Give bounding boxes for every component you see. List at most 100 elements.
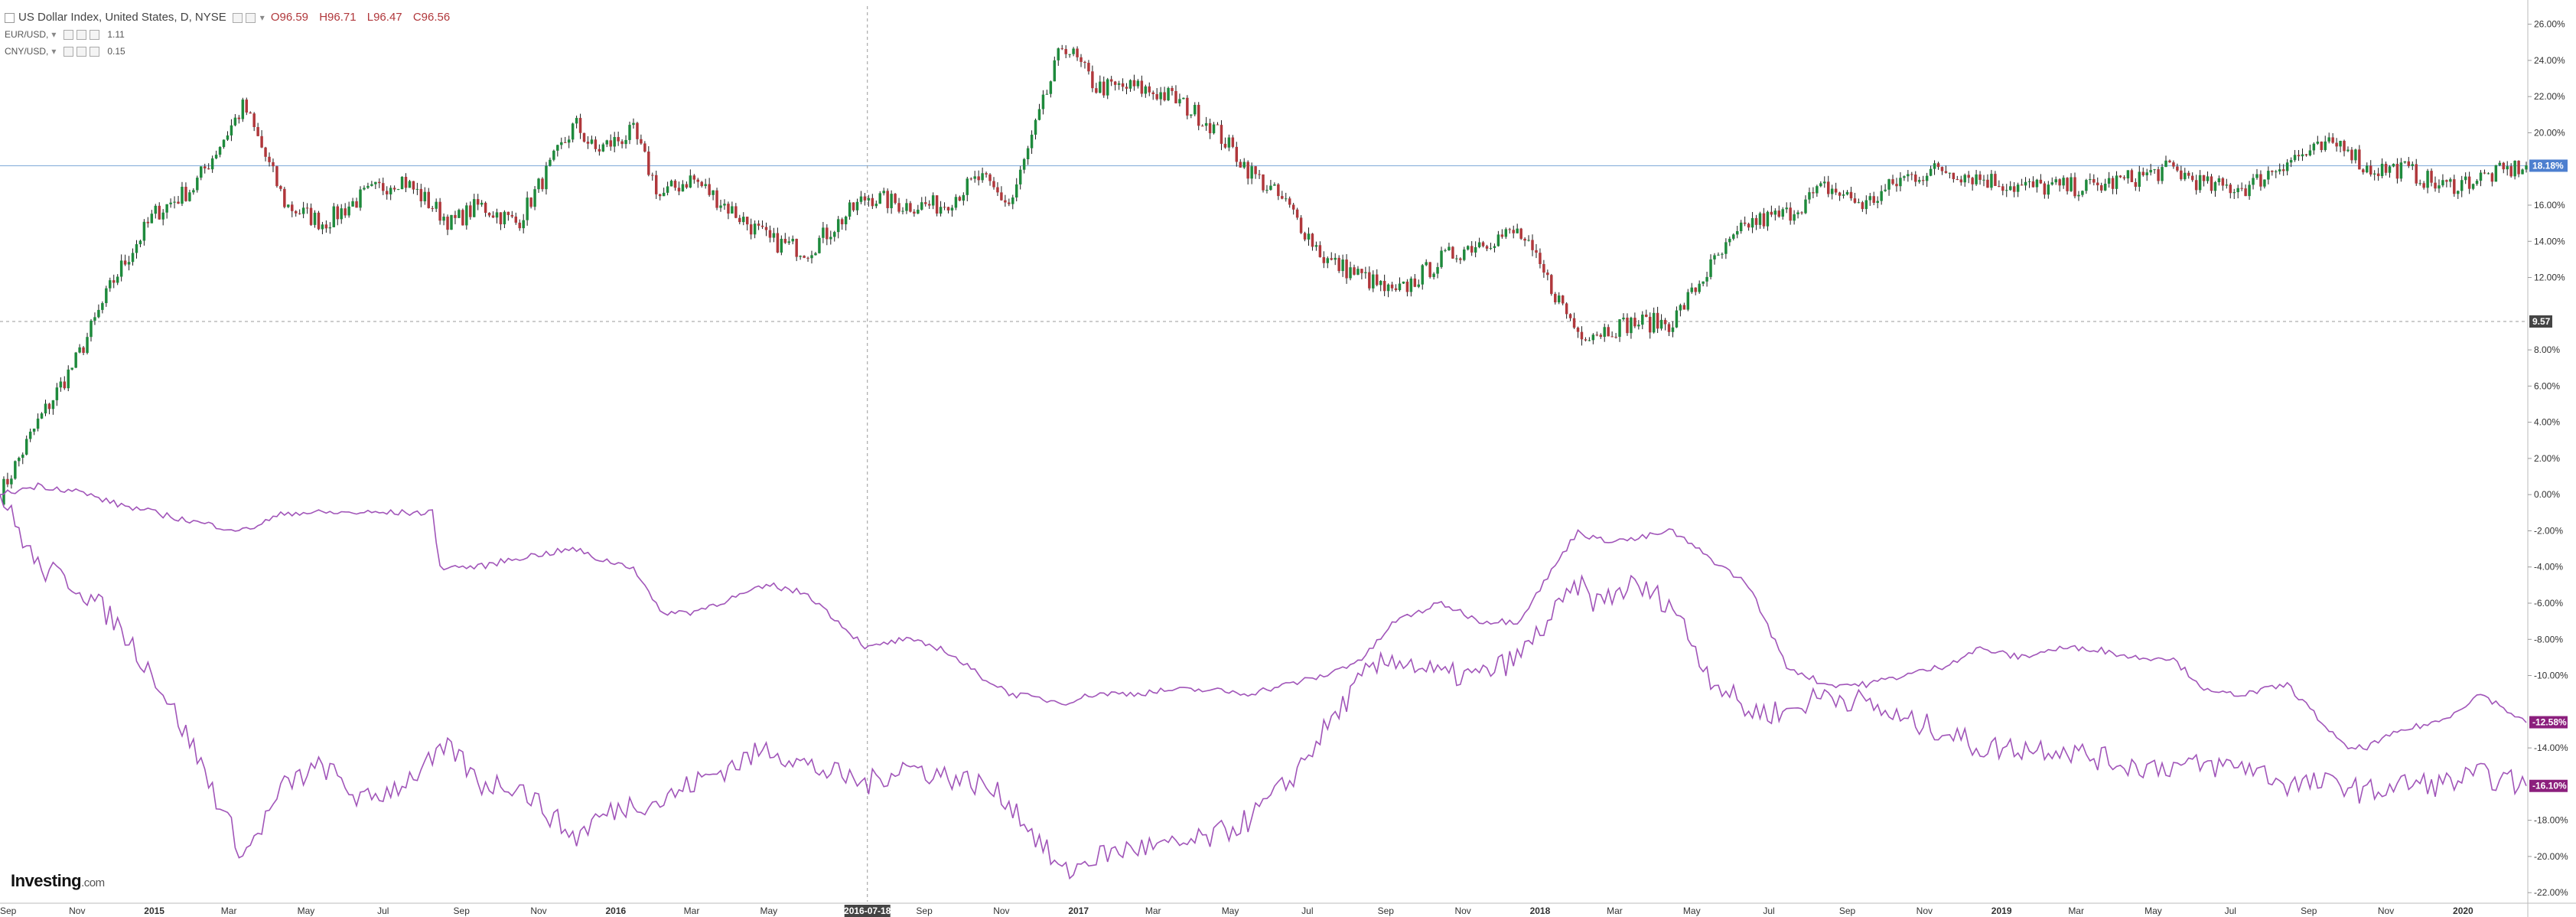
candle xyxy=(685,184,689,188)
legend-compare-value: 0.15 xyxy=(107,46,125,57)
settings-icon[interactable] xyxy=(64,29,74,40)
candle xyxy=(2483,172,2486,174)
candle xyxy=(67,369,70,389)
hide-icon[interactable] xyxy=(77,46,87,57)
candle xyxy=(833,232,836,237)
crosshair-date-tag xyxy=(844,905,891,917)
chevron-down-icon[interactable]: ▾ xyxy=(259,12,265,23)
candle xyxy=(859,196,863,202)
candle xyxy=(624,139,627,145)
candle xyxy=(241,100,245,119)
candle xyxy=(1531,240,1534,250)
legend-compare-name[interactable]: EUR/USD, xyxy=(5,29,49,40)
candle xyxy=(2358,149,2361,170)
candle xyxy=(131,253,135,263)
candle xyxy=(309,207,313,225)
candle xyxy=(207,168,210,170)
settings-icon[interactable] xyxy=(232,12,243,23)
candle xyxy=(549,159,552,166)
candle xyxy=(1436,266,1439,274)
candle xyxy=(605,140,609,145)
candle xyxy=(2050,182,2053,185)
candle xyxy=(1068,54,1071,55)
x-tick-label: Sep xyxy=(454,906,471,916)
candle xyxy=(1018,169,1022,184)
candle xyxy=(1151,92,1154,95)
candle xyxy=(1417,284,1421,287)
candle xyxy=(2099,185,2103,191)
close-icon[interactable] xyxy=(90,29,100,40)
candle xyxy=(2134,181,2138,188)
candle xyxy=(2521,169,2524,175)
candle xyxy=(2395,164,2399,179)
hide-icon[interactable] xyxy=(245,12,256,23)
candle xyxy=(2184,172,2187,180)
candle xyxy=(855,201,859,210)
last-value-label: -12.58% xyxy=(2532,717,2567,728)
x-tick-label: 2017 xyxy=(1068,906,1089,916)
candle xyxy=(1372,274,1375,289)
candle xyxy=(1512,230,1515,233)
candle xyxy=(256,127,259,136)
legend-compare-row[interactable]: CNY/USD, ▾ 0.15 xyxy=(5,43,458,60)
candle xyxy=(1409,278,1413,292)
x-tick-label: Jul xyxy=(1301,906,1313,916)
y-tick-label: -8.00% xyxy=(2534,634,2563,645)
candle xyxy=(2289,160,2293,163)
candle xyxy=(1785,207,1788,210)
chevron-down-icon[interactable]: ▾ xyxy=(51,29,57,40)
candle xyxy=(2445,180,2448,182)
candle xyxy=(2475,181,2479,184)
candle xyxy=(719,205,722,208)
candle xyxy=(1516,228,1519,233)
candle xyxy=(1917,180,1921,182)
candle xyxy=(1341,259,1344,272)
candle xyxy=(2502,162,2505,170)
candle xyxy=(1239,162,1242,168)
candle xyxy=(1940,167,1944,171)
last-value-tag xyxy=(2529,779,2568,792)
candle xyxy=(1220,125,1223,144)
legend-compare-name[interactable]: CNY/USD, xyxy=(5,46,49,57)
legend-main-row[interactable]: US Dollar Index, United States, D, NYSE … xyxy=(5,9,458,26)
crosshair-date-label: 2016-07-18 xyxy=(844,906,891,916)
close-icon[interactable] xyxy=(90,46,100,57)
collapse-icon[interactable] xyxy=(5,12,15,23)
candle xyxy=(18,458,21,462)
hide-icon[interactable] xyxy=(77,29,87,40)
candle xyxy=(2020,184,2024,186)
chevron-down-icon[interactable]: ▾ xyxy=(51,46,57,57)
candle xyxy=(560,142,563,145)
candle xyxy=(2281,169,2285,171)
candle xyxy=(400,176,404,190)
candle xyxy=(1083,61,1086,64)
ohlc-open: O96.59 xyxy=(270,11,309,24)
candle xyxy=(2126,170,2130,179)
candle xyxy=(1557,295,1561,302)
candle xyxy=(2354,149,2357,161)
candle xyxy=(617,137,620,142)
candle xyxy=(1667,324,1671,332)
candle xyxy=(1425,262,1428,266)
x-tick-label: Sep xyxy=(916,906,933,916)
settings-icon[interactable] xyxy=(64,46,74,57)
candle xyxy=(863,196,867,201)
candle xyxy=(1262,174,1265,191)
candle xyxy=(969,178,972,180)
candle xyxy=(279,186,282,189)
candle xyxy=(2490,173,2494,182)
candle xyxy=(1466,246,1470,250)
candle xyxy=(438,201,441,221)
y-tick-label: -2.00% xyxy=(2534,525,2563,536)
candle xyxy=(344,208,347,216)
candle xyxy=(332,206,336,227)
y-tick-label: -18.00% xyxy=(2534,815,2568,826)
candle xyxy=(783,239,787,243)
candle xyxy=(1736,231,1739,235)
legend-symbol[interactable]: US Dollar Index, United States, D, NYSE xyxy=(18,11,226,24)
candle xyxy=(461,210,464,226)
legend-compare-row[interactable]: EUR/USD, ▾ 1.11 xyxy=(5,26,458,43)
candle xyxy=(1876,201,1879,203)
